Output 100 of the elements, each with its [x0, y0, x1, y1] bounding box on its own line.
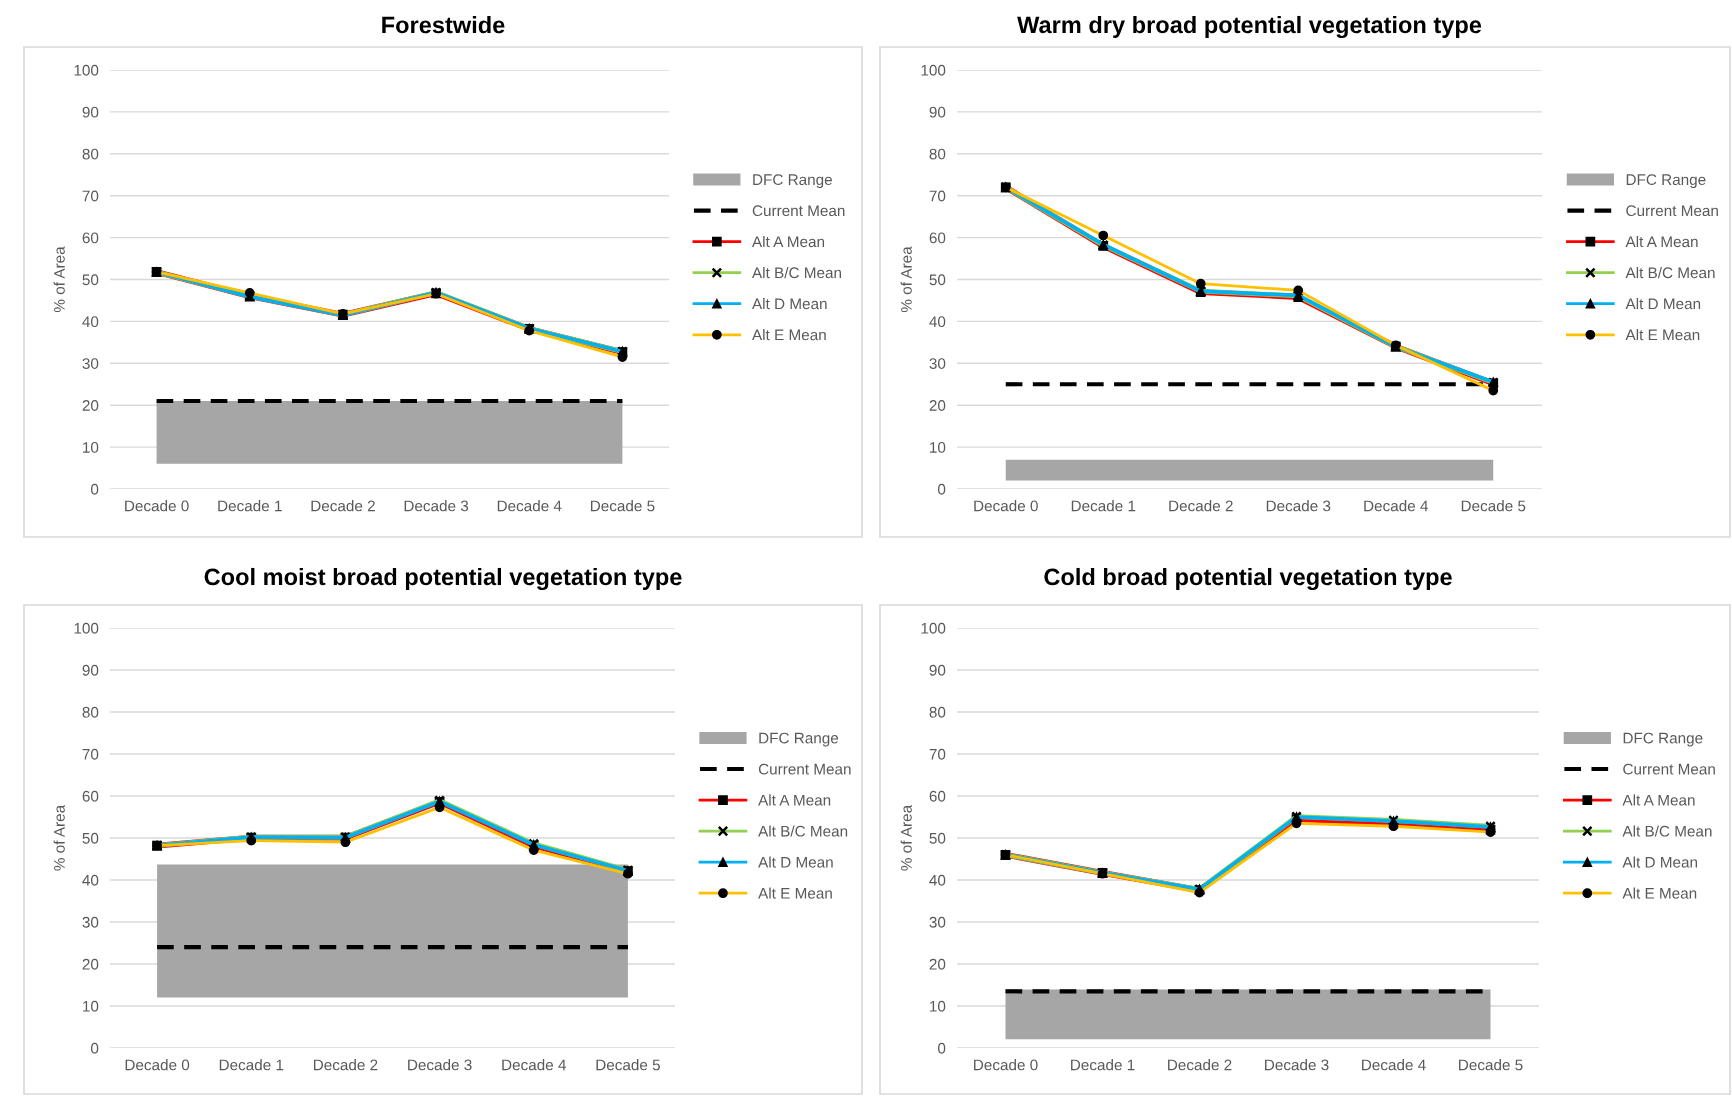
y-tick-label: 0	[90, 1042, 99, 1054]
x-tick-label: Decade 2	[1168, 1059, 1232, 1071]
legend-label: Alt A Mean	[1622, 794, 1695, 806]
x-tick-label: Decade 3	[404, 500, 469, 512]
y-tick-label: 100	[74, 622, 99, 634]
y-tick-label: 40	[929, 316, 946, 328]
y-tick-label: 30	[929, 916, 946, 928]
y-tick-label: 0	[90, 483, 99, 495]
x-tick-label: Decade 5	[1459, 1059, 1523, 1071]
legend-label: Alt D Mean	[752, 298, 827, 310]
x-tick-label: Decade 0	[125, 1059, 190, 1071]
y-tick-label: 20	[929, 400, 946, 411]
y-tick-label: 30	[82, 358, 99, 369]
y-tick-label: 100	[921, 64, 946, 76]
x-tick-label: Decade 1	[1071, 500, 1136, 512]
x-tick-label: Decade 1	[219, 1059, 284, 1071]
legend-label: Current Mean	[752, 205, 845, 217]
y-tick-label: 70	[929, 190, 946, 202]
legend-label: DFC Range	[1623, 732, 1703, 747]
x-tick-label: Decade 5	[1461, 500, 1526, 512]
legend-label: Alt B/C Mean	[758, 825, 848, 837]
x-tick-label: Decade 0	[974, 1059, 1038, 1071]
legend-label: Alt D Mean	[1622, 856, 1698, 868]
y-tick-label: 0	[937, 483, 946, 495]
y-tick-label: 0	[937, 1042, 946, 1054]
x-tick-label: Decade 0	[974, 500, 1038, 512]
y-tick-label: 50	[82, 274, 99, 286]
legend-label: DFC Range	[753, 174, 832, 189]
y-tick-label: 20	[82, 958, 99, 970]
y-tick-label: 60	[929, 790, 946, 802]
y-tick-label: 50	[929, 832, 946, 844]
y-tick-label: 20	[929, 958, 946, 970]
x-tick-label: Decade 1	[218, 500, 282, 512]
x-tick-label: Decade 2	[311, 500, 375, 512]
y-tick-label: 70	[82, 748, 99, 760]
y-tick-label: 80	[82, 148, 99, 160]
y-tick-label: 60	[82, 790, 99, 802]
legend-label: Current Mean	[1623, 763, 1715, 775]
y-tick-label: 30	[82, 916, 99, 928]
y-axis-title: % of Area	[900, 804, 912, 871]
legend-label: DFC Range	[1626, 174, 1706, 189]
legend-label: Alt A Mean	[758, 794, 831, 806]
legend-label: Alt E Mean	[758, 887, 832, 899]
legend-label: DFC Range	[759, 732, 839, 747]
y-tick-label: 50	[82, 832, 99, 844]
x-tick-label: Decade 0	[125, 500, 189, 512]
x-tick-label: Decade 2	[1169, 500, 1233, 512]
y-tick-label: 80	[929, 706, 946, 718]
y-axis-title: % of Area	[53, 246, 65, 313]
x-tick-label: Decade 4	[497, 500, 562, 512]
legend-label: Alt A Mean	[752, 235, 825, 248]
x-tick-label: Decade 1	[1071, 1059, 1135, 1071]
y-axis-title: % of Area	[900, 246, 912, 313]
legend-label: Alt A Mean	[1625, 235, 1698, 248]
y-tick-label: 40	[929, 874, 946, 886]
x-tick-label: Decade 4	[1364, 500, 1429, 512]
x-tick-label: Decade 4	[502, 1059, 567, 1071]
y-tick-label: 40	[82, 316, 99, 328]
y-tick-label: 90	[82, 106, 99, 118]
y-axis-title: % of Area	[53, 804, 65, 871]
y-tick-label: 50	[929, 274, 946, 286]
y-tick-label: 40	[82, 874, 99, 886]
y-tick-label: 100	[921, 622, 946, 634]
y-tick-label: 10	[83, 441, 99, 453]
x-tick-label: Decade 4	[1362, 1059, 1426, 1071]
legend-label: Alt B/C Mean	[1625, 266, 1715, 279]
legend-label: Alt E Mean	[1625, 329, 1700, 341]
legend-label: Alt B/C Mean	[752, 266, 841, 279]
y-tick-label: 80	[82, 706, 99, 718]
y-tick-label: 90	[82, 664, 99, 676]
chart-title: Warm dry broad potential vegetation type	[1017, 15, 1482, 39]
y-tick-label: 70	[929, 748, 946, 760]
legend-label: Current Mean	[758, 763, 851, 775]
y-tick-label: 70	[82, 190, 99, 202]
legend-label: Current Mean	[1626, 205, 1718, 217]
y-tick-label: 10	[930, 441, 946, 453]
chart-title: Cool moist broad potential vegetation type	[204, 567, 682, 591]
y-tick-label: 30	[929, 358, 946, 369]
y-tick-label: 60	[82, 232, 99, 244]
y-tick-label: 10	[83, 1000, 99, 1012]
x-tick-label: Decade 3	[408, 1059, 472, 1071]
x-tick-label: Decade 5	[590, 500, 655, 512]
y-tick-label: 80	[929, 148, 946, 160]
legend-label: Alt D Mean	[758, 856, 833, 868]
legend-label: Alt B/C Mean	[1622, 825, 1712, 837]
legend-label: Alt D Mean	[1625, 298, 1701, 310]
y-tick-label: 60	[929, 232, 946, 244]
x-tick-label: Decade 5	[596, 1059, 660, 1071]
chart-title: Cold broad potential vegetation type	[1044, 567, 1452, 591]
x-tick-label: Decade 2	[313, 1059, 378, 1071]
x-tick-label: Decade 3	[1266, 500, 1331, 512]
x-tick-label: Decade 3	[1265, 1059, 1329, 1071]
y-tick-label: 20	[82, 400, 99, 411]
y-tick-label: 100	[74, 64, 99, 76]
chart-title: Forestwide	[382, 16, 505, 34]
y-tick-label: 90	[929, 106, 946, 118]
legend-label: Alt E Mean	[1622, 887, 1697, 899]
y-tick-label: 90	[929, 664, 946, 676]
y-tick-label: 10	[930, 1000, 946, 1012]
legend-label: Alt E Mean	[752, 329, 826, 341]
